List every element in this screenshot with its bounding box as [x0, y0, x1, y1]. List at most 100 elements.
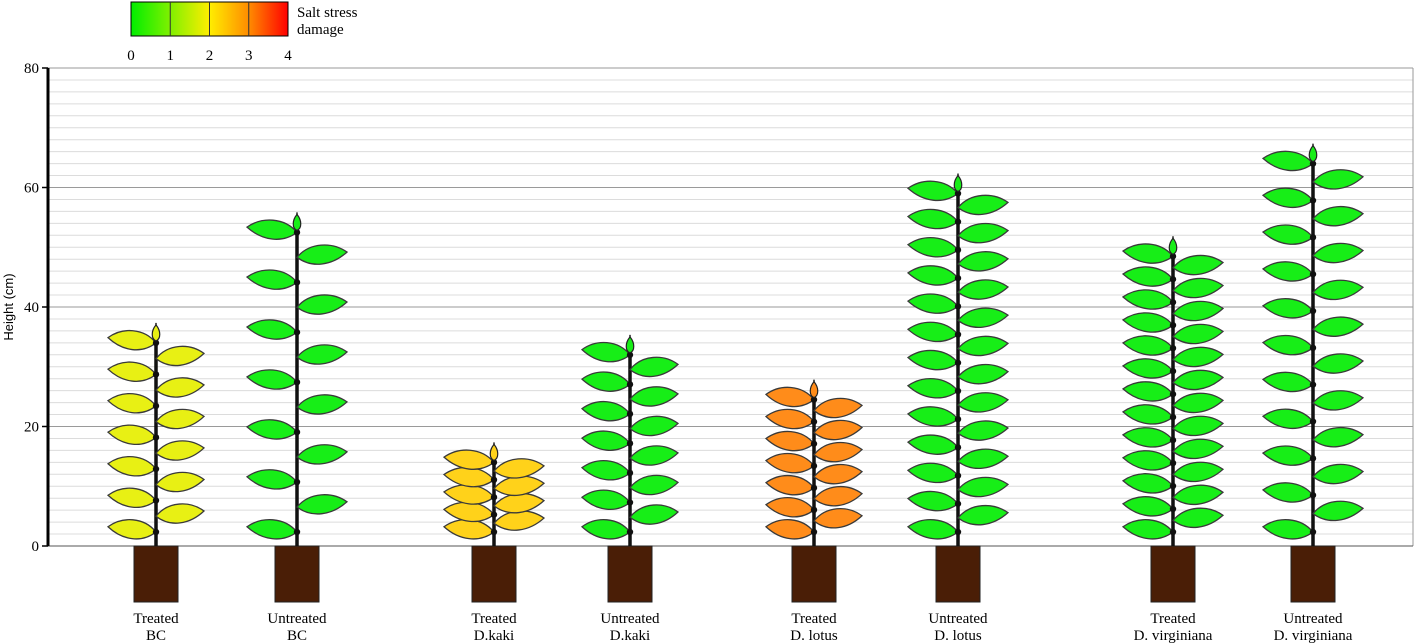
plant-node: [293, 378, 301, 386]
plant-leaf: [906, 378, 959, 399]
plant-leaf: [1312, 206, 1365, 227]
plant-node: [626, 499, 634, 506]
plant-leaf: [245, 219, 298, 240]
plant: [245, 212, 349, 603]
plant-pot: [935, 545, 981, 603]
plant: [106, 322, 206, 603]
plant-leaf: [1261, 261, 1314, 282]
plant-leaf: [296, 344, 349, 365]
plant-leaf: [957, 251, 1010, 272]
plant-leaf: [1312, 316, 1365, 337]
plant-node: [293, 279, 301, 286]
plant-leaf: [1261, 482, 1314, 503]
plant-leaf: [764, 497, 815, 518]
plant-node: [152, 402, 160, 410]
plant-leaf: [957, 392, 1010, 413]
plant-leaf: [1261, 150, 1314, 172]
plant-pot: [791, 545, 837, 603]
plant-node: [1169, 344, 1177, 352]
plant-leaf: [1121, 312, 1174, 333]
plant-leaf: [1261, 224, 1314, 245]
plant-leaf: [442, 484, 495, 505]
plant-node: [1309, 270, 1317, 278]
plant-node: [1309, 160, 1317, 167]
plant-node: [954, 218, 962, 225]
plant-leaf: [957, 364, 1010, 385]
y-tick-label: 60: [24, 181, 39, 197]
category-label: D. lotus: [934, 628, 982, 644]
plant-leaf: [957, 335, 1010, 357]
category-label: BC: [287, 628, 307, 644]
plant-leaf: [1172, 392, 1225, 414]
plant-node: [1309, 344, 1317, 352]
plant-leaf: [1172, 300, 1225, 322]
plant-node: [1169, 528, 1177, 536]
category-label: Untreated: [928, 611, 988, 627]
plant-leaf: [813, 508, 864, 529]
category-label: D. virginiana: [1134, 628, 1213, 644]
plant-leaf: [906, 462, 959, 484]
plant-node: [810, 462, 818, 470]
category-label: D. lotus: [790, 628, 838, 644]
plant-node: [626, 351, 634, 359]
plant-bud: [1308, 144, 1318, 163]
category-label: Treated: [791, 611, 837, 627]
plant-node: [1169, 436, 1177, 444]
plant-node: [1169, 390, 1177, 398]
legend-tick-label: 3: [245, 48, 253, 64]
plant-node: [626, 440, 634, 447]
plant: [1121, 236, 1225, 603]
plant-leaf: [906, 180, 959, 202]
plant-bud: [489, 443, 499, 462]
plant-node: [810, 484, 818, 492]
plant-node: [954, 190, 962, 197]
y-tick-label: 40: [24, 300, 39, 316]
plant-node: [293, 478, 301, 486]
plant-leaf: [629, 474, 680, 496]
plant-node: [1309, 381, 1317, 388]
plant-leaf: [629, 504, 680, 525]
plant-leaf: [442, 449, 495, 470]
plant-leaf: [629, 445, 680, 466]
plant-node: [490, 476, 498, 483]
plant-leaf: [764, 430, 815, 452]
plant-leaf: [764, 408, 815, 430]
plant-leaf: [155, 503, 206, 524]
plant-node: [954, 415, 962, 423]
plant-leaf: [245, 419, 298, 440]
plant-leaf: [1121, 289, 1174, 310]
plant-node: [810, 396, 818, 403]
plant-node: [810, 528, 818, 536]
plant-leaf: [1261, 408, 1314, 429]
plant-leaf: [1312, 169, 1365, 190]
plant-leaf: [245, 269, 298, 290]
plant-leaf: [813, 441, 864, 463]
plant-node: [152, 497, 160, 504]
plant-pot: [1150, 545, 1196, 603]
plant-node: [152, 528, 160, 536]
plant: [580, 334, 680, 603]
legend-tick-label: 0: [127, 48, 135, 64]
plant-leaf: [1261, 371, 1314, 393]
plant-leaf: [1172, 369, 1225, 391]
category-label: D. virginiana: [1274, 628, 1353, 644]
plant-leaf: [296, 244, 349, 265]
plant: [764, 379, 864, 603]
plant-leaf: [1261, 298, 1314, 319]
plant: [442, 442, 546, 603]
plant-leaf: [1172, 507, 1225, 529]
category-labels: TreatedBCUntreatedBCTreatedD.kakiUntreat…: [133, 611, 1352, 644]
plant-pot: [133, 545, 179, 603]
plant-leaf: [906, 490, 959, 512]
plant-leaf: [1312, 500, 1365, 522]
plant-leaf: [493, 493, 546, 514]
plant-node: [1309, 234, 1317, 241]
plant-leaf: [245, 469, 298, 490]
plant-leaf: [1312, 390, 1365, 411]
plant-node: [954, 444, 962, 451]
plant-bud: [292, 213, 302, 232]
plant-leaf: [1172, 484, 1225, 506]
plant-node: [152, 434, 160, 441]
plant-node: [490, 494, 498, 501]
